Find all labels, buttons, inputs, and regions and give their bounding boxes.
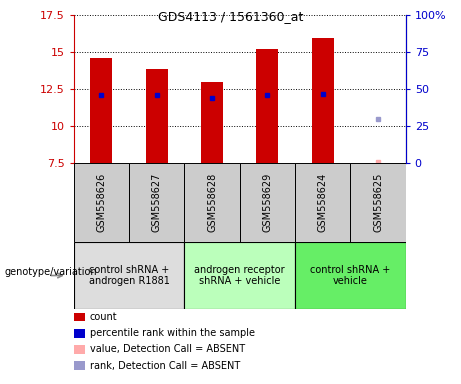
Bar — [74, 345, 85, 354]
Bar — [350, 163, 406, 242]
Text: GSM558624: GSM558624 — [318, 173, 328, 232]
Text: genotype/variation: genotype/variation — [5, 266, 97, 277]
Bar — [74, 361, 85, 370]
Bar — [184, 163, 240, 242]
Bar — [295, 242, 406, 309]
Bar — [146, 69, 168, 163]
Text: GSM558626: GSM558626 — [96, 173, 106, 232]
Bar — [295, 163, 350, 242]
Bar — [312, 38, 334, 163]
Bar — [184, 242, 295, 309]
Text: GSM558628: GSM558628 — [207, 173, 217, 232]
Bar — [74, 163, 129, 242]
Text: count: count — [90, 312, 118, 322]
Bar — [74, 242, 184, 309]
FancyArrowPatch shape — [51, 273, 62, 278]
Bar — [129, 163, 184, 242]
Text: GSM558625: GSM558625 — [373, 173, 383, 232]
Text: GSM558629: GSM558629 — [262, 173, 272, 232]
Text: GSM558627: GSM558627 — [152, 173, 162, 232]
Text: control shRNA +
vehicle: control shRNA + vehicle — [310, 265, 390, 286]
Bar — [74, 329, 85, 338]
Text: GDS4113 / 1561360_at: GDS4113 / 1561360_at — [158, 10, 303, 23]
Bar — [90, 58, 112, 163]
Bar — [201, 82, 223, 163]
Text: androgen receptor
shRNA + vehicle: androgen receptor shRNA + vehicle — [195, 265, 285, 286]
Bar — [240, 163, 295, 242]
Text: value, Detection Call = ABSENT: value, Detection Call = ABSENT — [90, 344, 245, 354]
Bar — [74, 313, 85, 321]
Text: percentile rank within the sample: percentile rank within the sample — [90, 328, 255, 338]
Text: control shRNA +
androgen R1881: control shRNA + androgen R1881 — [89, 265, 170, 286]
Text: rank, Detection Call = ABSENT: rank, Detection Call = ABSENT — [90, 361, 240, 371]
Bar — [256, 50, 278, 163]
